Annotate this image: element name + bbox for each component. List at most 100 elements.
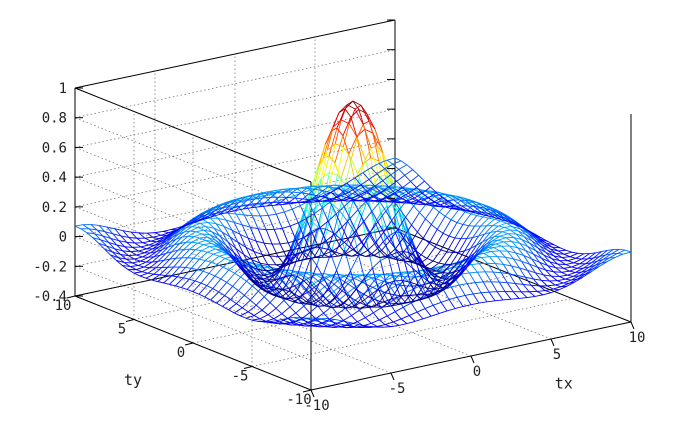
mesh-segment (408, 311, 418, 316)
mesh-segment (393, 280, 401, 297)
mesh-segment (476, 271, 484, 283)
mesh-segment (397, 216, 406, 230)
mesh-segment (241, 259, 251, 267)
mesh-segment (235, 248, 243, 260)
mesh-segment (224, 207, 234, 211)
mesh-segment (152, 234, 162, 238)
mesh-segment (391, 298, 399, 305)
mesh-segment (555, 253, 565, 255)
mesh-segment (301, 318, 308, 324)
mesh-segment (224, 285, 233, 296)
mesh-segment (368, 304, 377, 308)
mesh-segment (445, 266, 454, 271)
mesh-segment (271, 287, 278, 289)
mesh-segment (179, 235, 189, 244)
mesh-segment (356, 136, 364, 165)
mesh-segment (366, 113, 376, 130)
mesh-segment (361, 301, 369, 308)
mesh-segment (468, 245, 477, 259)
mesh-segment (448, 271, 455, 274)
mesh-segment (503, 241, 510, 247)
mesh-segment (575, 253, 585, 259)
mesh-segment (198, 285, 208, 295)
mesh-segment (453, 199, 462, 207)
mesh-segment (374, 212, 382, 223)
mesh-segment (226, 272, 236, 283)
mesh-segment (409, 231, 418, 245)
mesh-segment (439, 204, 447, 208)
mesh-segment (286, 299, 293, 303)
mesh-segment (477, 213, 484, 216)
mesh-segment (293, 321, 300, 326)
mesh-segment (428, 281, 437, 286)
mesh-segment (304, 303, 313, 306)
mesh-segment (501, 231, 509, 235)
mesh-segment (120, 235, 129, 238)
mesh-segment (232, 276, 241, 287)
mesh-segment (90, 224, 98, 231)
mesh-segment (483, 252, 490, 258)
mesh-segment (433, 195, 443, 202)
mesh-segment (163, 282, 170, 285)
mesh-segment (314, 185, 321, 190)
mesh-segment (323, 320, 330, 324)
mesh-segment (295, 305, 305, 314)
mesh-segment (281, 319, 290, 324)
mesh-segment (515, 233, 525, 238)
mesh-segment (337, 196, 345, 207)
mesh-segment (344, 186, 351, 192)
mesh-segment (472, 225, 481, 238)
mesh-segment (490, 281, 498, 292)
mesh-segment (341, 221, 348, 240)
mesh-segment (276, 211, 285, 215)
mesh-segment (163, 275, 172, 284)
mesh-segment (306, 301, 313, 306)
mesh-segment (356, 277, 365, 290)
mesh-segment (382, 235, 390, 242)
mesh-segment (291, 274, 298, 277)
mesh-segment (362, 172, 370, 180)
mesh-segment (207, 248, 216, 253)
mesh-segment (305, 325, 314, 327)
mesh-segment (376, 145, 384, 154)
mesh-segment (136, 237, 144, 244)
mesh-segment (299, 322, 308, 326)
mesh-segment (519, 267, 528, 271)
mesh-segment (240, 200, 248, 207)
mesh-segment (185, 257, 194, 268)
mesh-segment (434, 232, 444, 248)
mesh-segment (197, 242, 204, 245)
mesh-segment (303, 305, 311, 314)
mesh-segment (118, 240, 127, 243)
mesh-segment (194, 222, 201, 224)
mesh-segment (368, 197, 375, 231)
mesh-segment (532, 278, 540, 287)
mesh-segment (575, 257, 582, 260)
mesh-segment (132, 260, 141, 264)
mesh-segment (407, 294, 415, 302)
mesh-segment (278, 261, 288, 279)
mesh-segment (432, 249, 442, 262)
mesh-segment (231, 254, 241, 264)
mesh-segment (446, 251, 453, 253)
mesh-segment (555, 284, 562, 288)
mesh-segment (531, 240, 539, 249)
mesh-segment (144, 236, 153, 239)
mesh-segment (381, 240, 390, 251)
mesh-segment (403, 224, 412, 239)
mesh-segment (436, 270, 443, 274)
mesh-segment (415, 250, 422, 256)
mesh-segment (347, 239, 355, 250)
mesh-segment (375, 242, 382, 251)
mesh-segment (432, 204, 441, 207)
mesh-segment (414, 192, 423, 199)
y-tick (243, 366, 253, 369)
mesh-segment (315, 178, 322, 208)
mesh-segment (519, 242, 527, 251)
mesh-segment (485, 236, 495, 245)
mesh-segment (392, 318, 402, 323)
mesh-segment (478, 233, 485, 237)
mesh-segment (138, 250, 145, 254)
mesh-segment (531, 258, 540, 263)
mesh-segment (464, 295, 472, 305)
